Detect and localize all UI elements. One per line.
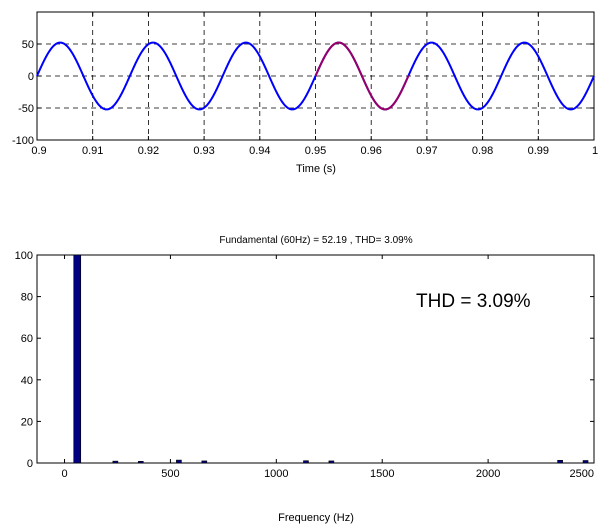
waveform-x-tick-label: 0.94 [249,145,270,157]
spectrum-bar [328,460,335,464]
spectrum-y-tick-label: 100 [15,250,33,262]
thd-annotation: THD = 3.09% [416,291,531,312]
waveform-x-axis-label: Time (s) [296,163,336,175]
spectrum-bar [201,460,208,464]
waveform-y-tick-label: 50 [22,39,34,51]
spectrum-bar [112,460,119,464]
waveform-y-tick-label: 0 [28,71,34,83]
spectrum-x-tick-label: 1000 [264,468,288,480]
spectrum-x-tick-label: 1500 [370,468,394,480]
spectrum-plot-area [36,254,595,464]
spectrum-bar [303,460,309,464]
spectrum-x-tick-label: 2000 [476,468,500,480]
waveform-series [36,41,595,111]
waveform-x-tick-label: 0.97 [416,145,437,157]
spectrum-bar [137,461,144,464]
spectrum-ticks: 0 500 1000 1500 2000 2500 0 20 40 60 80 100 [15,250,595,480]
spectrum-x-tick-label: 2500 [570,468,594,480]
spectrum-bar [176,459,182,464]
spectrum-y-tick-label: 20 [21,416,33,428]
waveform-x-tick-label: 0.99 [528,145,549,157]
spectrum-y-tick-label: 0 [27,458,33,470]
spectrum-title: Fundamental (60Hz) = 52.19 , THD= 3.09% [219,235,412,246]
spectrum-y-tick-label: 80 [21,292,33,304]
spectrum-x-axis-label: Frequency (Hz) [278,512,354,524]
spectrum-x-tick-label: 0 [61,468,67,480]
spectrum-y-tick-label: 60 [21,333,33,345]
waveform-x-tick-label: 1 [592,145,598,157]
waveform-x-tick-label: 0.9 [31,145,46,157]
spectrum-bar [582,460,589,464]
spectrum-y-tick-label: 40 [21,375,33,387]
waveform-ticks: 0.9 0.91 0.92 0.93 0.94 0.95 0.96 0.97 0.98 0.99 1… [12,12,598,157]
spectrum-chart: Fundamental (60Hz) = 52.19 , THD= 3.09% … [15,235,595,524]
spectrum-x-tick-label: 500 [161,468,179,480]
waveform-x-tick-label: 0.98 [472,145,493,157]
spectrum-bars [73,254,589,464]
waveform-y-tick-label: -100 [12,135,34,147]
waveform-highlight-cycle-line [314,41,410,111]
waveform-x-tick-label: 0.95 [305,145,326,157]
waveform-x-tick-label: 0.92 [138,145,159,157]
spectrum-bar [557,459,563,464]
waveform-x-tick-label: 0.96 [360,145,381,157]
spectrum-bar [73,254,82,464]
waveform-x-tick-label: 0.91 [82,145,103,157]
waveform-x-tick-label: 0.93 [193,145,214,157]
waveform-y-tick-label: -50 [18,103,34,115]
waveform-chart: 0.9 0.91 0.92 0.93 0.94 0.95 0.96 0.97 0.98 0.99 1… [12,11,598,175]
